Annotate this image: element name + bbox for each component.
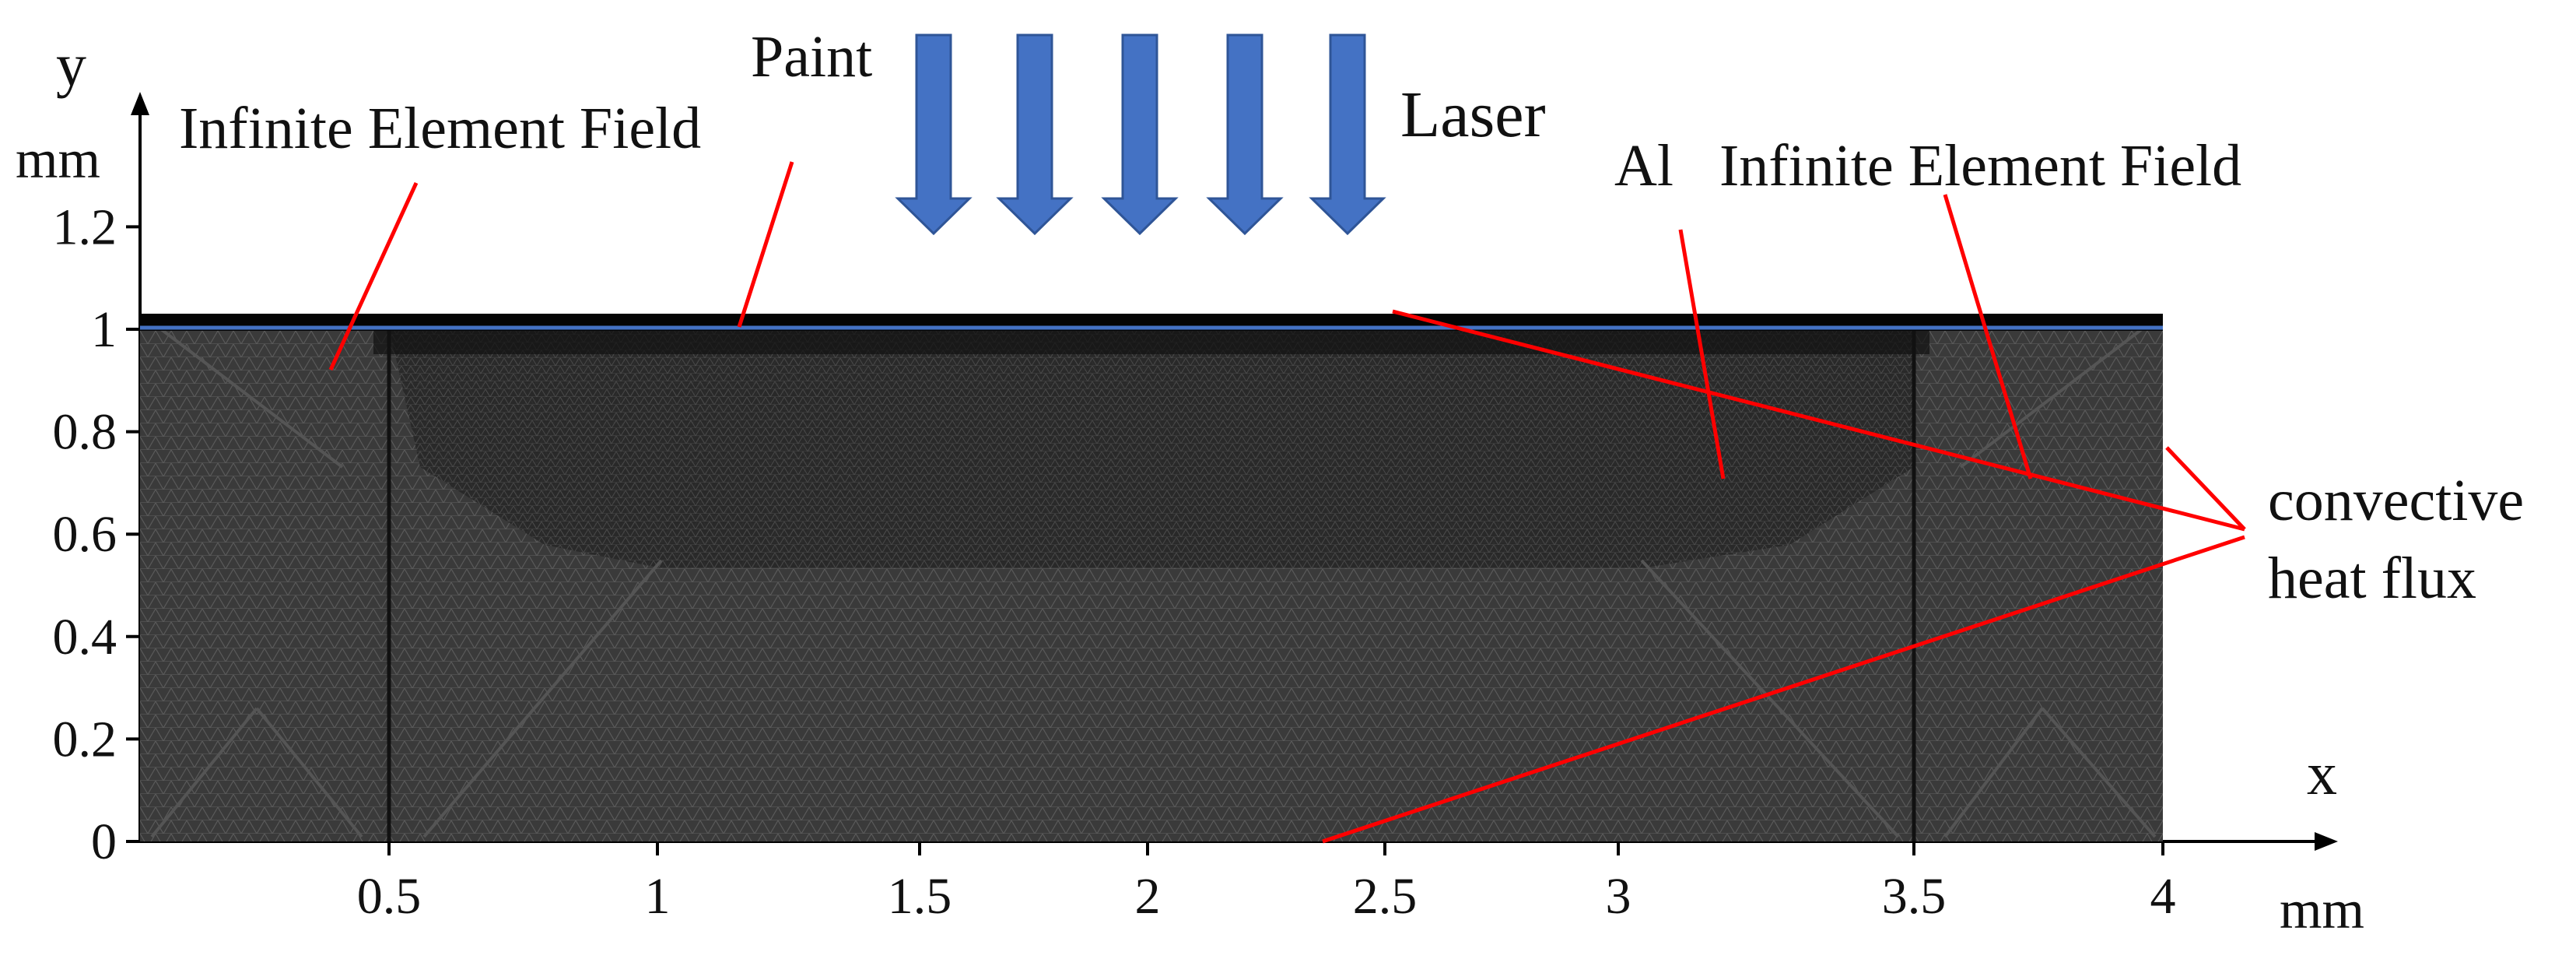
x-axis-unit: mm <box>2280 880 2364 940</box>
x-tick-label: 0.5 <box>357 868 422 925</box>
callout-infinite-left <box>328 181 419 371</box>
callout-convective-top <box>1392 309 2245 532</box>
callout-al <box>1678 229 1726 479</box>
callout-lines <box>328 161 2246 844</box>
y-tick-label: 0.6 <box>53 506 117 563</box>
x-tick-label: 4 <box>2150 868 2176 925</box>
laser-arrow <box>996 33 1074 236</box>
mesh-domain <box>140 314 2163 841</box>
label-heat-flux: heat flux <box>2268 546 2476 611</box>
y-tick-label: 1 <box>91 301 117 358</box>
label-paint: Paint <box>751 24 872 90</box>
callout-convective-bottom <box>1322 535 2245 844</box>
y-tick-label: 0.2 <box>53 711 117 768</box>
laser-arrow <box>1206 33 1284 236</box>
label-infinite-right: Infinite Element Field <box>1719 133 2241 198</box>
x-tick-label: 2.5 <box>1353 868 1418 925</box>
x-tick-label: 1.5 <box>888 868 952 925</box>
label-al: Al <box>1614 133 1674 198</box>
laser-arrow <box>1101 33 1179 236</box>
mesh-transition-lines <box>146 318 2157 838</box>
x-tick-label: 1 <box>645 868 671 925</box>
y-tick-label: 1.2 <box>53 198 117 255</box>
y-tick-label: 0.4 <box>53 609 117 666</box>
laser-arrows <box>895 33 1386 236</box>
x-tick-label: 3.5 <box>1882 868 1947 925</box>
x-tick-label: 2 <box>1135 868 1161 925</box>
label-infinite-left: Infinite Element Field <box>179 96 701 161</box>
y-ticks: 0 0.2 0.4 0.6 0.8 1 1.2 <box>53 198 140 870</box>
y-tick-label: 0.8 <box>53 404 117 461</box>
x-ticks: 0.5 1 1.5 2 2.5 3 3.5 4 <box>357 841 2176 925</box>
x-axis-arrowhead <box>2315 832 2338 851</box>
annotations: Paint Laser Infinite Element Field Al In… <box>16 24 2524 940</box>
callout-infinite-right <box>1943 194 2033 479</box>
refined-mesh-zone <box>389 327 1914 568</box>
x-tick-label: 3 <box>1606 868 1631 925</box>
y-tick-label: 0 <box>91 813 117 870</box>
label-laser: Laser <box>1400 79 1546 151</box>
callout-paint <box>737 161 794 328</box>
laser-arrow <box>1309 33 1386 236</box>
y-axis-arrowhead <box>131 92 149 115</box>
y-axis-label: y <box>56 31 86 99</box>
callout-convective-right <box>2165 446 2246 531</box>
x-axis-label: x <box>2307 739 2337 807</box>
label-convective: convective <box>2268 468 2524 533</box>
laser-arrow <box>895 33 973 236</box>
paint-layer-fade <box>373 331 1929 354</box>
y-axis-unit: mm <box>16 130 100 190</box>
